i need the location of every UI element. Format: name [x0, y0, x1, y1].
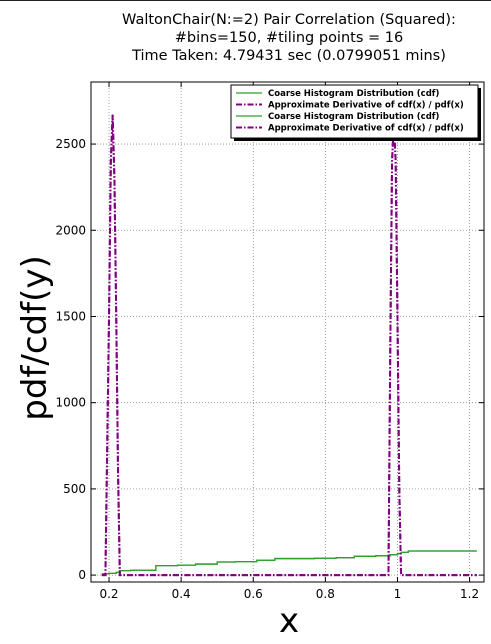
legend-label-4: Approximate Derivative of cdf(x) / pdf(x… [268, 124, 464, 134]
series-line-4 [101, 114, 477, 577]
legend-label-3: Coarse Histogram Distribution (cdf) [268, 112, 439, 122]
series-line-3 [101, 550, 477, 575]
x-tick-label: 0.2 [99, 587, 118, 601]
y-tick-label: 1500 [55, 309, 86, 323]
title-line-1: WaltonChair(N:=2) Pair Correlation (Squa… [122, 12, 456, 28]
x-tick-label: 0.4 [172, 587, 191, 601]
x-tick-label: 0.8 [316, 587, 335, 601]
series-lines [101, 114, 477, 577]
y-tick-label: 0 [78, 568, 86, 582]
y-tick-label: 2000 [55, 223, 86, 237]
x-tick-label: 1 [394, 587, 402, 601]
y-tick-label: 2500 [55, 137, 86, 151]
chart-title: WaltonChair(N:=2) Pair Correlation (Squa… [122, 12, 456, 64]
x-tick-label: 0.6 [244, 587, 263, 601]
x-tick-label: 1.2 [460, 587, 479, 601]
legend-label-2: Approximate Derivative of cdf(x) / pdf(x… [268, 101, 464, 111]
plot-frame [90, 81, 485, 583]
title-line-3: Time Taken: 4.79431 sec (0.0799051 mins) [131, 48, 446, 64]
y-tick-label: 1000 [55, 396, 86, 410]
axis-ticks: 0.2 0.4 0.6 0.8 1 1.2 0 500 1000 1500 2000 2500 [55, 82, 484, 601]
title-line-2: #bins=150, #tiling points = 16 [175, 30, 403, 46]
legend-label-1: Coarse Histogram Distribution (cdf) [268, 89, 439, 99]
y-tick-label: 500 [63, 482, 86, 496]
x-axis-label: x [279, 601, 299, 641]
legend-box [230, 84, 479, 139]
legend: Coarse Histogram Distribution (cdf)Appro… [230, 84, 481, 141]
y-axis-label: pdf/cdf(y) [15, 255, 55, 420]
